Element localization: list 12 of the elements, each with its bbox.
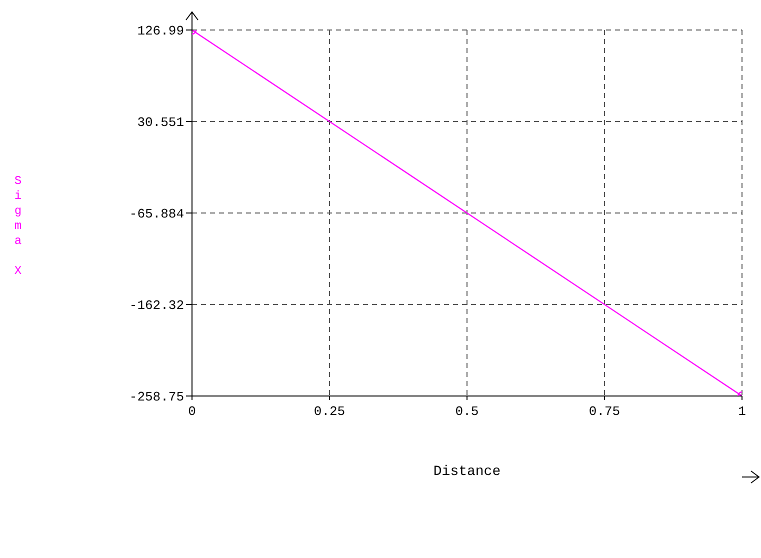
y-tick-label: 126.99	[137, 24, 184, 39]
x-tick-label: 0.75	[588, 404, 620, 420]
text: Sigma X	[14, 174, 22, 278]
x-axis-title: Distance	[433, 464, 501, 480]
y-tick-label: 30.551	[137, 115, 184, 130]
y-tick-label: -258.75	[129, 390, 184, 405]
x-tick-label: 0.25	[314, 404, 346, 420]
x-tick-label: 0.5	[455, 404, 479, 420]
x-tick-label: 1	[738, 404, 746, 420]
x-tick-label: 0	[188, 404, 196, 420]
y-tick-label: -65.884	[129, 206, 184, 222]
y-tick-label: -162.32	[129, 298, 184, 314]
